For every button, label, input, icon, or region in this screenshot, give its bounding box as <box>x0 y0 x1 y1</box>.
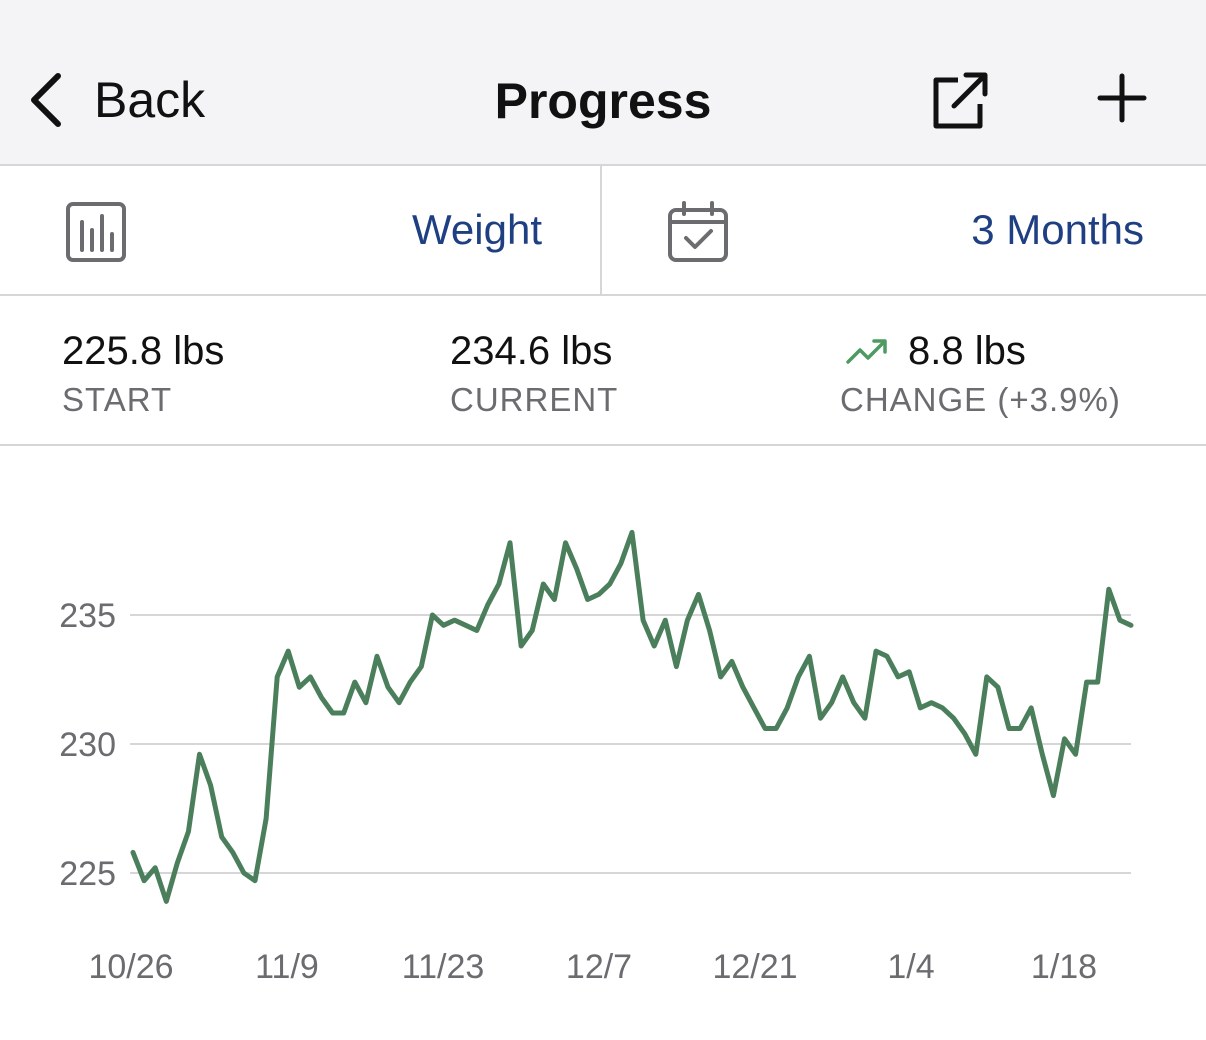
stat-start: 225.8 lbs START <box>62 326 224 422</box>
y-tick-label: 235 <box>59 597 116 635</box>
x-tick-label: 11/9 <box>255 948 319 986</box>
change-label: CHANGE (+3.9%) <box>840 381 1121 418</box>
x-tick-label: 1/4 <box>887 948 934 986</box>
x-tick-label: 12/21 <box>712 948 797 986</box>
navigation-bar: Back Progress <box>0 0 1206 166</box>
weight-chart-svg: 225 230 235 10/26 11/9 11/23 12/7 12/21 1/4 1/18 <box>59 529 1134 986</box>
back-label: Back <box>94 72 206 128</box>
start-label: START <box>62 381 173 418</box>
chevron-left-icon <box>31 73 61 127</box>
range-selector[interactable]: 3 Months <box>602 166 1206 294</box>
back-button[interactable]: Back <box>26 66 205 134</box>
share-external-icon <box>933 72 988 129</box>
weight-series-line <box>130 529 1134 904</box>
current-value: 234.6 lbs <box>450 329 613 373</box>
page-title: Progress <box>494 73 712 129</box>
bar-chart-icon <box>66 202 126 262</box>
y-tick-label: 225 <box>59 855 116 893</box>
x-tick-label: 1/18 <box>1031 948 1097 986</box>
add-button[interactable] <box>1096 72 1148 124</box>
stat-change: 8.8 lbs CHANGE (+3.9%) <box>840 326 1121 422</box>
x-tick-label: 12/7 <box>566 948 632 986</box>
start-value: 225.8 lbs <box>62 329 225 373</box>
selector-divider <box>600 166 602 294</box>
metric-value: Weight <box>412 206 542 253</box>
x-tick-label: 10/26 <box>88 948 173 986</box>
current-label: CURRENT <box>450 381 619 418</box>
range-value: 3 Months <box>971 206 1144 253</box>
metric-selector[interactable]: Weight <box>0 166 600 294</box>
stats-row: 225.8 lbs START 234.6 lbs CURRENT 8.8 lb… <box>0 296 1206 446</box>
share-button[interactable] <box>928 70 990 132</box>
weight-chart: 225 230 235 10/26 11/9 11/23 12/7 12/21 1/4 1/18 <box>0 448 1206 1040</box>
stat-current: 234.6 lbs CURRENT <box>450 326 618 422</box>
selector-row: Weight 3 Months <box>0 166 1206 296</box>
y-tick-label: 230 <box>59 726 116 764</box>
x-tick-label: 11/23 <box>402 948 485 986</box>
change-value: 8.8 lbs <box>908 329 1026 373</box>
plus-icon <box>1097 73 1147 123</box>
trend-up-icon <box>846 339 887 364</box>
calendar-check-icon <box>668 201 728 262</box>
